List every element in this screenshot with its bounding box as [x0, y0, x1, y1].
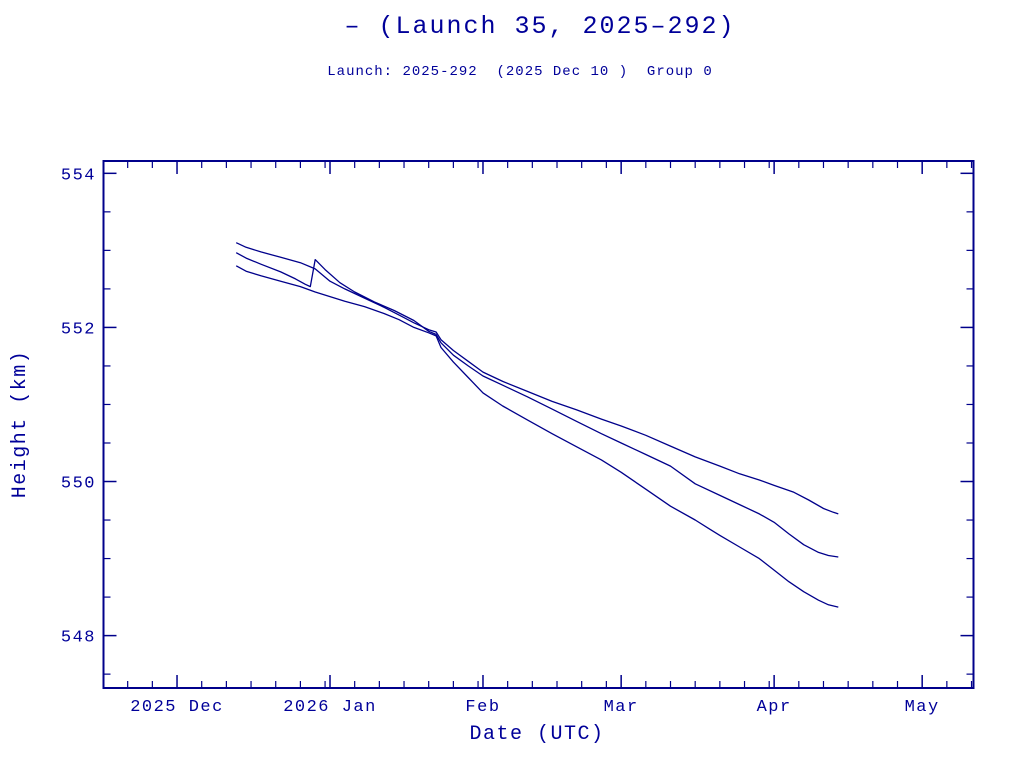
height-series-upper — [235, 242, 839, 515]
plot-frame — [102, 160, 975, 689]
x-tick-label: 2026 Jan — [283, 698, 377, 717]
chart-subtitle: Launch: 2025-292 (2025 Dec 10 ) Group 0 — [327, 64, 713, 80]
y-tick-label: 554 — [61, 166, 96, 185]
x-axis-label: Date (UTC) — [469, 723, 604, 746]
y-tick-label: 552 — [61, 320, 96, 339]
x-tick-label: May — [905, 698, 940, 717]
x-tick-label: 2025 Dec — [130, 698, 224, 717]
chart-title: – (Launch 35, 2025–292) — [344, 12, 736, 41]
y-tick-label: 550 — [61, 475, 96, 494]
y-axis-label: Height (km) — [9, 350, 32, 499]
height-series-lower — [235, 265, 839, 608]
x-tick-label: Feb — [465, 698, 500, 717]
height-series-middle — [235, 252, 839, 558]
y-tick-label: 548 — [61, 629, 96, 648]
x-tick-label: Apr — [757, 698, 792, 717]
x-tick-label: Mar — [604, 698, 639, 717]
